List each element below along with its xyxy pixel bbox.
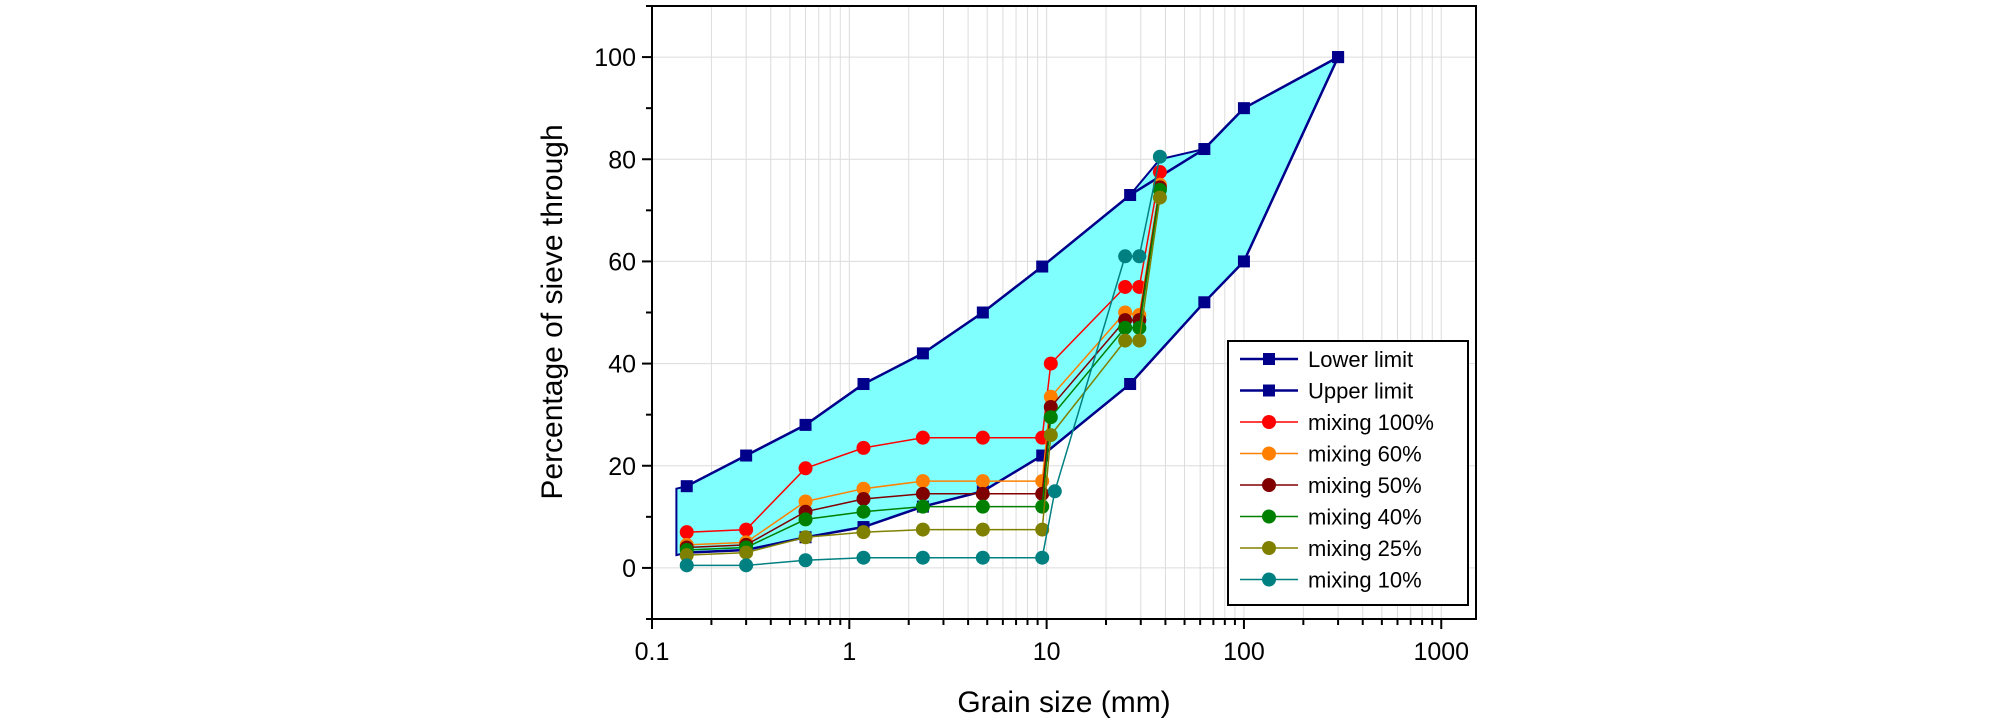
x-axis-title: Grain size (mm) bbox=[957, 686, 1170, 719]
data-point bbox=[915, 430, 930, 445]
x-tick-label: 0.1 bbox=[635, 638, 670, 666]
data-point bbox=[976, 306, 989, 319]
legend-label: Upper limit bbox=[1308, 379, 1413, 404]
data-point bbox=[798, 494, 813, 509]
data-point bbox=[975, 550, 990, 565]
series-group bbox=[679, 51, 1345, 573]
data-point bbox=[1035, 550, 1050, 565]
series-mixing-100 bbox=[679, 165, 1167, 540]
data-point bbox=[1237, 102, 1250, 115]
legend-label: mixing 40% bbox=[1308, 505, 1422, 530]
data-point bbox=[1043, 389, 1058, 404]
data-point bbox=[856, 525, 871, 540]
legend-marker bbox=[1262, 478, 1276, 492]
data-point bbox=[798, 553, 813, 568]
series-upper-limit bbox=[680, 51, 1345, 493]
data-point bbox=[975, 430, 990, 445]
legend-marker bbox=[1262, 446, 1276, 461]
data-point bbox=[915, 550, 930, 565]
legend-label: mixing 50% bbox=[1308, 473, 1422, 498]
legend-marker bbox=[1262, 572, 1276, 587]
x-tick-label: 1 bbox=[842, 638, 856, 666]
data-point bbox=[915, 522, 930, 537]
legend-label: mixing 25% bbox=[1308, 536, 1422, 561]
data-point bbox=[1035, 499, 1050, 514]
legend-marker bbox=[1262, 415, 1276, 429]
data-point bbox=[915, 499, 930, 514]
data-point bbox=[1132, 320, 1147, 335]
data-point bbox=[915, 474, 930, 489]
legend-label: mixing 100% bbox=[1308, 410, 1434, 435]
data-point bbox=[679, 548, 694, 563]
data-point bbox=[1118, 249, 1133, 264]
series-mixing-40 bbox=[679, 182, 1167, 558]
y-tick-label: 0 bbox=[622, 555, 636, 583]
series-mixing-25 bbox=[679, 190, 1167, 563]
data-point bbox=[798, 512, 813, 527]
legend-marker bbox=[1262, 541, 1276, 555]
legend-label: Lower limit bbox=[1308, 347, 1413, 372]
data-point bbox=[975, 474, 990, 489]
data-point bbox=[1132, 333, 1147, 348]
data-point bbox=[1036, 260, 1049, 273]
data-point bbox=[975, 499, 990, 514]
data-point bbox=[856, 491, 871, 506]
data-point bbox=[1124, 189, 1137, 202]
y-tick-label: 40 bbox=[608, 351, 636, 379]
data-point bbox=[739, 545, 754, 560]
data-point bbox=[679, 525, 694, 540]
y-tick-label: 80 bbox=[608, 146, 636, 174]
data-point bbox=[1043, 410, 1058, 425]
legend-marker bbox=[1263, 353, 1275, 365]
data-point bbox=[1118, 333, 1133, 348]
data-point bbox=[975, 522, 990, 537]
x-tick-label: 10 bbox=[1033, 638, 1061, 666]
data-point bbox=[1043, 356, 1058, 371]
data-point bbox=[1152, 190, 1167, 205]
data-point bbox=[740, 449, 753, 462]
data-point bbox=[1132, 249, 1147, 264]
data-point bbox=[857, 378, 870, 391]
y-axis-title: Percentage of sieve through bbox=[536, 124, 569, 499]
series-mixing-10 bbox=[679, 149, 1167, 573]
data-point bbox=[1118, 279, 1133, 294]
data-point bbox=[679, 558, 694, 573]
data-point bbox=[1198, 143, 1211, 156]
y-tick-label: 60 bbox=[608, 248, 636, 276]
x-tick-label: 100 bbox=[1223, 638, 1265, 666]
data-point bbox=[1124, 378, 1137, 391]
data-point bbox=[1198, 296, 1211, 309]
legend-marker bbox=[1263, 384, 1275, 397]
data-point bbox=[1047, 484, 1062, 499]
data-point bbox=[798, 530, 813, 545]
data-point bbox=[916, 347, 929, 360]
axes: 0.1 1 10 100 1000 0 20 40 60 80 100 bbox=[594, 5, 1469, 666]
y-tick-label: 20 bbox=[608, 453, 636, 481]
x-tick-label: 1000 bbox=[1413, 638, 1469, 666]
data-point bbox=[739, 558, 754, 573]
legend-marker bbox=[1262, 509, 1276, 524]
data-point bbox=[1035, 522, 1050, 537]
data-point bbox=[799, 418, 812, 431]
data-point bbox=[1332, 51, 1345, 64]
legend-label: mixing 60% bbox=[1308, 442, 1422, 467]
data-point bbox=[798, 461, 813, 476]
data-point bbox=[975, 486, 990, 501]
data-point bbox=[915, 486, 930, 501]
data-point bbox=[1043, 428, 1058, 443]
data-point bbox=[1118, 320, 1133, 335]
data-point bbox=[856, 550, 871, 565]
data-point bbox=[856, 481, 871, 496]
data-point bbox=[1152, 149, 1167, 164]
legend-label: mixing 10% bbox=[1308, 568, 1422, 593]
y-tick-label: 100 bbox=[594, 44, 636, 72]
data-point bbox=[680, 480, 693, 493]
legend: Lower limit Upper limit mixing 100% mixing … bbox=[1227, 340, 1469, 606]
data-point bbox=[856, 504, 871, 519]
data-point bbox=[1043, 400, 1058, 415]
data-point bbox=[856, 440, 871, 455]
data-point bbox=[739, 522, 754, 537]
data-point bbox=[1237, 255, 1250, 268]
